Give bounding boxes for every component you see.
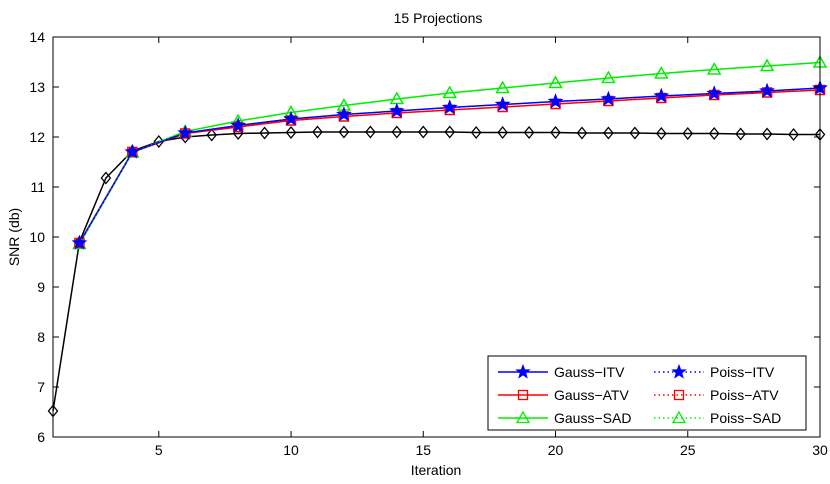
x-tick-label: 10	[283, 442, 299, 458]
y-tick-label: 12	[29, 129, 45, 145]
data-point	[336, 106, 352, 122]
data-point	[497, 125, 508, 140]
data-point	[761, 127, 773, 141]
legend-label: Gauss−SAD	[554, 410, 631, 426]
data-point	[708, 126, 720, 141]
y-tick-label: 8	[37, 329, 45, 345]
legend: Gauss−ITV Poiss−ITV Gauss−ATV Poiss−ATV Gaus…	[487, 355, 807, 431]
legend-marker	[671, 363, 687, 379]
x-axis-label: Iteration	[411, 462, 462, 478]
data-point	[494, 96, 511, 112]
data-point	[365, 125, 376, 139]
legend-marker	[515, 410, 531, 424]
data-point	[124, 143, 141, 159]
series-poiss-sad	[72, 55, 828, 250]
data-point	[338, 125, 350, 139]
legend-label: Poiss−ITV	[710, 364, 775, 380]
data-point	[470, 125, 482, 140]
data-point	[495, 80, 510, 94]
data-point	[523, 125, 535, 140]
data-point	[417, 125, 429, 139]
series-gauss-sad	[72, 55, 828, 250]
data-point	[230, 117, 246, 133]
chart-title: 15 Projections	[394, 10, 483, 26]
y-axis-label: SNR (db)	[6, 208, 22, 266]
data-point	[389, 102, 405, 118]
data-point	[654, 66, 669, 79]
x-tick-label: 5	[155, 442, 163, 458]
y-tick-label: 6	[37, 429, 45, 445]
data-point	[600, 90, 617, 106]
legend-marker	[515, 363, 531, 379]
data-point	[735, 127, 746, 141]
data-point	[283, 110, 299, 126]
data-point	[759, 58, 775, 72]
series-line	[78, 87, 821, 244]
y-tick-label: 7	[37, 379, 45, 395]
data-point	[100, 171, 112, 185]
data-point	[177, 124, 193, 140]
data-point	[707, 62, 722, 75]
x-tick-label: 15	[415, 442, 431, 458]
data-point	[655, 126, 667, 141]
data-point	[682, 126, 694, 141]
data-point	[603, 126, 614, 140]
data-point	[444, 125, 456, 139]
legend-marker	[517, 389, 529, 401]
y-tick-label: 10	[29, 229, 45, 245]
data-point	[391, 125, 403, 139]
data-point	[547, 93, 564, 109]
data-point	[601, 70, 616, 84]
data-point	[550, 125, 561, 140]
legend-marker	[671, 410, 687, 424]
series-line	[78, 61, 821, 245]
x-tick-label: 20	[548, 442, 564, 458]
x-tick-label: 25	[680, 442, 696, 458]
y-tick-label: 9	[37, 279, 45, 295]
data-point	[206, 128, 218, 142]
legend-marker	[673, 389, 685, 401]
data-point	[576, 126, 588, 140]
series-poiss-itv	[71, 79, 828, 250]
series-line	[78, 87, 821, 244]
data-point	[259, 126, 270, 140]
data-point	[788, 127, 799, 142]
data-point	[706, 85, 722, 101]
legend-label: Poiss−SAD	[710, 410, 781, 426]
series-line	[78, 89, 821, 244]
y-tick-label: 11	[30, 179, 45, 195]
series-line	[78, 61, 821, 245]
legend-label: Gauss−ITV	[554, 364, 625, 380]
data-point	[629, 126, 641, 140]
axis-ticks: 5 10 15 20 25 30 6 7 8 9 10 11 12 13 14	[29, 29, 828, 458]
series-line	[78, 89, 821, 244]
data-point	[312, 125, 323, 139]
legend-label: Poiss−ATV	[710, 387, 779, 403]
data-point	[71, 234, 88, 250]
plot-area	[47, 55, 828, 418]
legend-label: Gauss−ATV	[554, 387, 629, 403]
data-point	[548, 75, 563, 89]
data-point	[653, 87, 670, 103]
y-tick-label: 13	[29, 79, 45, 95]
y-tick-label: 14	[29, 29, 45, 45]
data-point	[759, 82, 775, 98]
data-point	[441, 99, 458, 115]
data-point	[442, 85, 457, 99]
x-tick-label: 30	[812, 442, 828, 458]
data-point	[153, 134, 165, 149]
data-point	[285, 125, 297, 140]
